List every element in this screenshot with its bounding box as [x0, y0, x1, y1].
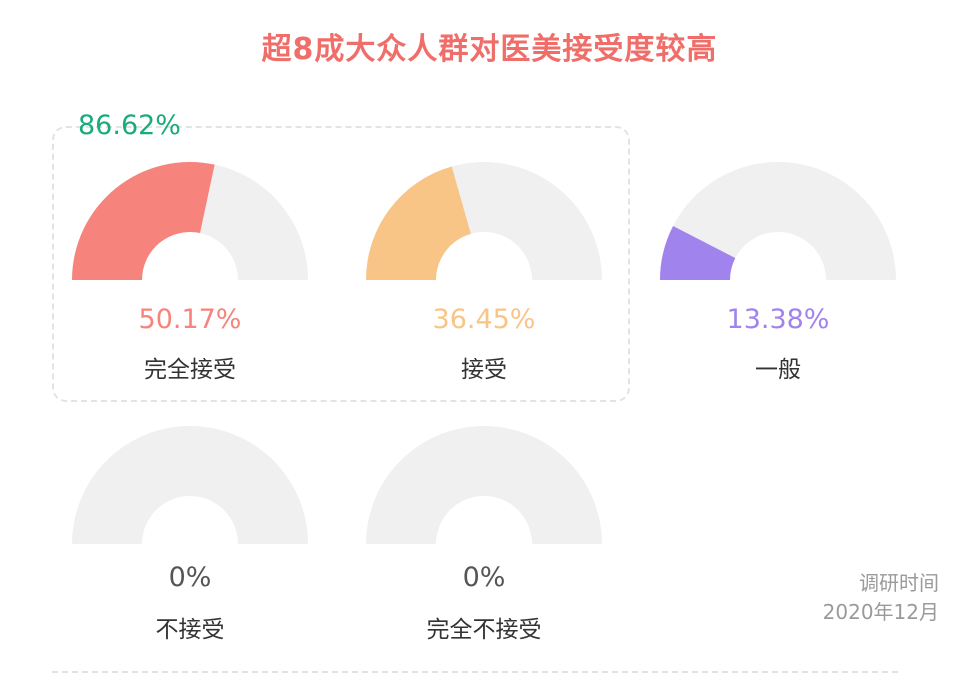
gauge-value: 13.38%: [726, 304, 830, 335]
accept-total-label: 86.62%: [78, 110, 181, 141]
gauge-chart: [72, 426, 308, 544]
highlight-group-box: [52, 126, 630, 402]
gauge-track: [72, 426, 308, 544]
gauge-value: 0%: [168, 562, 212, 593]
gauge-label: 接受: [461, 357, 507, 383]
gauge-label: 一般: [755, 357, 801, 383]
gauge-track: [366, 426, 602, 544]
gauge-fill: [366, 166, 471, 280]
bottom-divider: [52, 671, 898, 673]
gauge-value: 50.17%: [138, 304, 242, 335]
gauge-chart: [660, 162, 896, 280]
chart-title: 超8成大众人群对医美接受度较高: [261, 32, 718, 67]
survey-note: 调研时间 2020年12月: [823, 569, 939, 627]
gauge-label: 不接受: [155, 617, 225, 643]
gauge-value: 36.45%: [432, 304, 536, 335]
survey-note-title: 调研时间: [859, 571, 939, 595]
gauge-fill: [72, 161, 215, 280]
gauge-value: 0%: [462, 562, 506, 593]
gauge-fill: [660, 226, 736, 280]
gauge-label: 完全不接受: [426, 617, 542, 643]
gauge-chart: [72, 161, 308, 280]
survey-note-date: 2020年12月: [822, 600, 939, 624]
gauge-chart: [366, 162, 602, 280]
gauge-label: 完全接受: [144, 357, 236, 383]
gauge-chart: [366, 426, 602, 544]
